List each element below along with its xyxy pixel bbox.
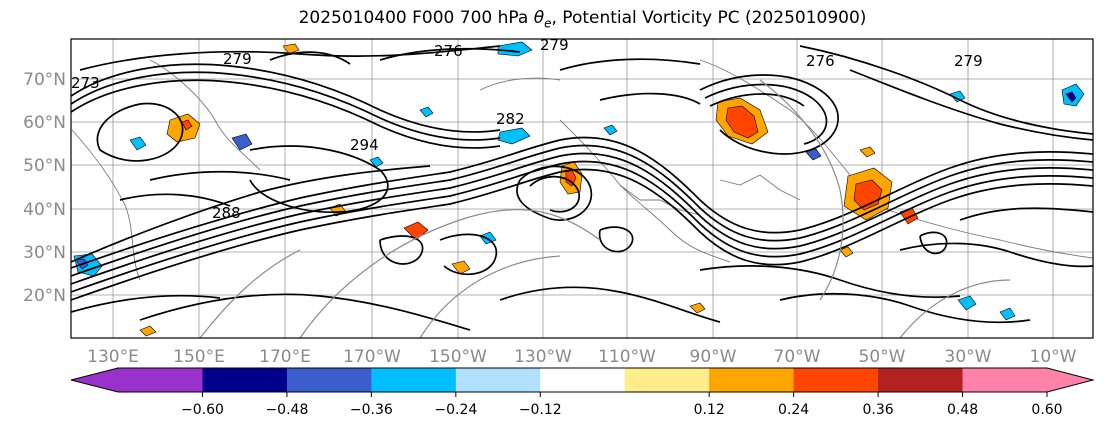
lon-label: 130°W <box>514 347 572 367</box>
colorbar-segment <box>455 368 541 392</box>
colorbar-segment <box>540 368 626 392</box>
colorbar-segment <box>793 368 879 392</box>
lon-label: 150°W <box>429 347 487 367</box>
map-title: 2025010400 F000 700 hPa θe, Potential Vo… <box>0 8 1105 30</box>
lon-label: 170°E <box>259 347 311 367</box>
colorbar-tick-label: 0.12 <box>694 402 725 418</box>
colorbar-segment <box>371 368 457 392</box>
theta-e-contours <box>71 45 1093 331</box>
lat-label: 60°N <box>23 113 66 133</box>
contour-label: 288 <box>212 204 241 222</box>
graticule-grid <box>71 39 1093 338</box>
contour-label: 279 <box>223 50 252 68</box>
coastlines <box>71 59 1093 281</box>
lon-label: 130°E <box>87 347 139 367</box>
contour-labels: 279 273 276 279 294 282 276 288 279 <box>71 36 983 222</box>
colorbar-segment <box>286 368 372 392</box>
colorbar-tick-label: −0.60 <box>181 402 224 418</box>
title-sub: e <box>544 16 552 31</box>
lon-label: 50°W <box>859 347 906 367</box>
contour-label: 279 <box>954 52 983 70</box>
lat-label: 20°N <box>23 286 66 306</box>
lon-label: 30°W <box>945 347 992 367</box>
colorbar-tick-label: −0.12 <box>519 402 562 418</box>
colorbar-tick-label: 0.48 <box>947 402 978 418</box>
colorbar-extend-high <box>1047 368 1093 392</box>
colorbar-outline <box>70 367 1095 393</box>
lon-label: 70°W <box>774 347 821 367</box>
colorbar-tick-label: 0.24 <box>778 402 809 418</box>
map-plot-area: 279 273 276 279 294 282 276 288 279 <box>70 36 1094 339</box>
longitude-labels: 130°E 150°E 170°E 170°W 150°W 130°W 110°… <box>87 347 1077 367</box>
contour-label: 273 <box>71 74 100 92</box>
lat-label: 50°N <box>23 156 66 176</box>
colorbar-tick-label: 0.60 <box>1031 402 1062 418</box>
colorbar-segment <box>118 368 203 392</box>
lat-label: 30°N <box>23 243 66 263</box>
contour-label: 294 <box>350 136 379 154</box>
lat-label: 40°N <box>23 200 66 220</box>
map-frame <box>70 38 1094 339</box>
colorbar-tick-label: −0.24 <box>434 402 477 418</box>
lon-label: 10°W <box>1030 347 1077 367</box>
title-suffix: , Potential Vorticity PC (2025010900) <box>551 8 867 28</box>
lat-label: 70°N <box>23 70 66 90</box>
pv-overlay-arcs <box>199 79 1011 338</box>
colorbar-segment <box>878 368 964 392</box>
colorbar: −0.60 −0.48 −0.36 −0.24 −0.12 0.12 0.24 0.36 0.4… <box>70 367 1095 418</box>
contour-label: 276 <box>434 42 463 60</box>
title-prefix: 2025010400 F000 700 hPa <box>298 8 534 28</box>
lon-label: 110°W <box>598 347 656 367</box>
colorbar-extend-low <box>71 368 118 392</box>
contour-label: 276 <box>806 52 835 70</box>
colorbar-segment <box>202 368 288 392</box>
contour-label: 282 <box>496 110 525 128</box>
latitude-labels: 70°N 60°N 50°N 40°N 30°N 20°N <box>23 70 66 306</box>
colorbar-segment <box>962 368 1048 392</box>
colorbar-tick-label: −0.36 <box>350 402 393 418</box>
lon-label: 170°W <box>343 347 401 367</box>
lon-label: 90°W <box>690 347 737 367</box>
colorbar-segment <box>624 368 710 392</box>
colorbar-tick-label: −0.48 <box>265 402 308 418</box>
contour-label: 279 <box>540 36 569 54</box>
colorbar-tick-label: 0.36 <box>863 402 894 418</box>
lon-label: 150°E <box>173 347 225 367</box>
colorbar-segment <box>709 368 795 392</box>
title-theta: θ <box>533 8 545 28</box>
